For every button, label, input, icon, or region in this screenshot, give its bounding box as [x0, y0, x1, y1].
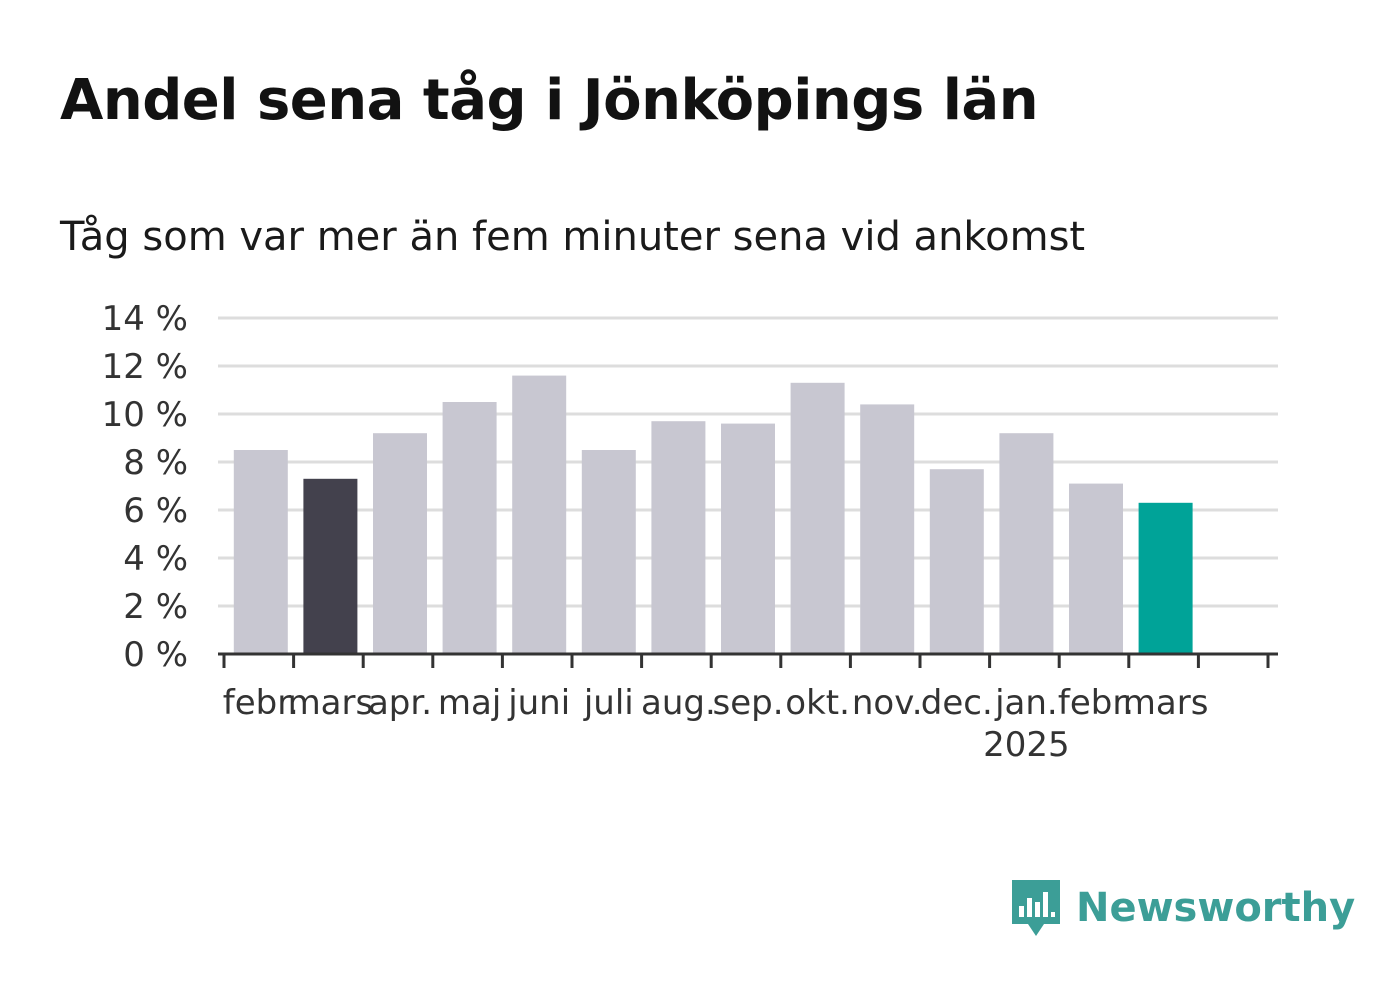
x-tick-label: mars [1123, 683, 1209, 723]
bars [233, 375, 1193, 654]
bar [929, 469, 984, 654]
x-axis [218, 652, 1278, 668]
bar [721, 423, 775, 654]
bar [442, 402, 497, 654]
x-tick-label: sep. [712, 683, 783, 723]
bar [651, 421, 706, 654]
bar [860, 404, 915, 654]
x-tick-label: juli [583, 683, 634, 723]
y-tick-label: 14 % [102, 299, 188, 339]
y-tick-label: 0 % [123, 635, 188, 675]
x-tick-label: okt. [785, 683, 850, 723]
newsworthy-logo-icon [1012, 880, 1060, 936]
y-axis-tick-labels: 0 % 2 % 4 % 6 % 8 % 10 % 12 % 14 % [102, 299, 188, 675]
x-tick-label: jan. [994, 683, 1058, 723]
bar [999, 433, 1054, 654]
y-tick-label: 10 % [102, 395, 188, 435]
y-tick-label: 8 % [123, 443, 188, 483]
bar [1138, 502, 1193, 654]
newsworthy-logo: Newsworthy [1010, 878, 1355, 938]
y-tick-label: 2 % [123, 587, 188, 627]
x-tick-label: febr. [1058, 683, 1134, 723]
y-tick-label: 12 % [102, 347, 188, 387]
x-tick-label: febr. [223, 683, 299, 723]
x-tick-label: dec. [921, 683, 993, 723]
bar [790, 382, 845, 654]
bar [581, 450, 636, 654]
chart-title: Andel sena tåg i Jönköpings län [60, 68, 1039, 133]
x-tick-label: aug. [641, 683, 716, 723]
bar-chart: 0 %2 %4 %6 %8 %10 %12 %14 % febr.marsapr… [102, 299, 1278, 765]
x-tick-label: nov. [852, 683, 923, 723]
bar [233, 450, 288, 654]
bar [1069, 483, 1123, 654]
x-tick-label: juni [507, 683, 570, 723]
bar [303, 478, 358, 654]
x-tick-label: maj [438, 683, 501, 723]
x-tick-label: mars [288, 683, 374, 723]
chart-subtitle: Tåg som var mer än fem minuter sena vid … [60, 214, 1086, 260]
brand-name: Newsworthy [1076, 885, 1356, 931]
x-year-label: 2025 [983, 725, 1070, 765]
bar [512, 375, 567, 654]
y-tick-label: 4 % [123, 539, 188, 579]
x-tick-label: apr. [368, 683, 432, 723]
bar [373, 433, 427, 654]
y-tick-label: 6 % [123, 491, 188, 531]
